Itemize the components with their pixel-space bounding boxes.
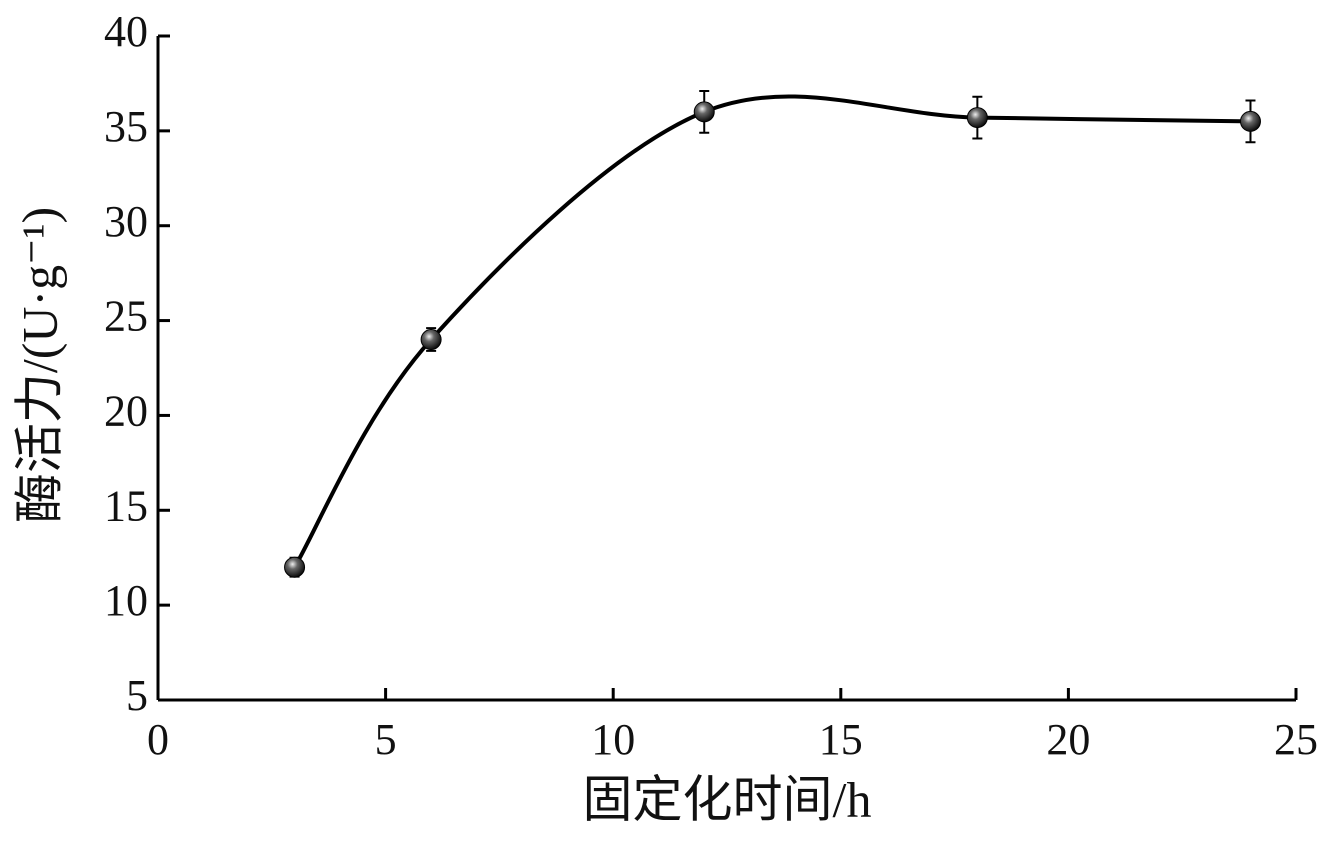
x-axis-title: 固定化时间/h — [583, 771, 872, 827]
point — [693, 101, 715, 123]
x-tick-label: 15 — [819, 715, 863, 764]
y-tick-label: 20 — [104, 387, 148, 436]
x-tick-label: 25 — [1274, 715, 1318, 764]
y-tick-label: 5 — [126, 671, 148, 720]
point — [284, 556, 306, 578]
x-tick-label: 10 — [591, 715, 635, 764]
point — [966, 107, 988, 129]
point — [1239, 110, 1261, 132]
x-tick-label: 5 — [375, 715, 397, 764]
point — [420, 329, 442, 351]
y-axis-title: 酶活力/(U·g⁻¹) — [11, 207, 67, 523]
x-tick-label: 20 — [1046, 715, 1090, 764]
y-tick-label: 10 — [104, 576, 148, 625]
y-tick-label: 35 — [104, 102, 148, 151]
y-tick-label: 15 — [104, 481, 148, 530]
y-tick-label: 40 — [104, 7, 148, 56]
x-tick-label: 0 — [147, 715, 169, 764]
y-tick-label: 30 — [104, 197, 148, 246]
y-tick-label: 25 — [104, 292, 148, 341]
